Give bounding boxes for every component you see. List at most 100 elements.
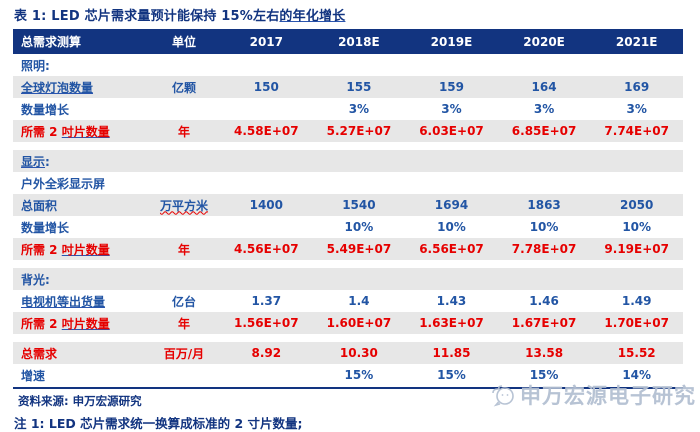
backlight-section-value-2019e [405, 268, 498, 290]
lighting-qty-growth-value-2019e: 3% [405, 98, 498, 120]
total-demand-value-2017: 8.92 [220, 342, 313, 364]
total-area-value-2017: 1400 [220, 194, 313, 216]
outdoor-fullcolor-screens-value-2019e [405, 172, 498, 194]
column-header-2017: 2017 [220, 29, 313, 54]
display-qty-growth-value-2021e: 10% [590, 216, 683, 238]
led-demand-table: 总需求测算 单位 2017 2018E 2019E 2020E 2021E 照明: 全球灯泡数… [13, 29, 683, 386]
table-row-lighting-wafers-needed: 所需 2 吋片数量年 4.58E+07 5.27E+07 6.03E+07 6.85E+… [13, 120, 683, 142]
total-demand-value-2018e: 10.30 [312, 342, 406, 364]
global-bulb-count-value-2018e: 155 [312, 76, 406, 98]
tv-shipments-value-2017: 1.37 [220, 290, 313, 312]
section-gap [13, 260, 683, 268]
table-row-total-demand: 总需求 百万/月 8.92 10.30 11.85 13.58 15.52 [13, 342, 683, 364]
table-row-display-qty-growth: 数量增长 10% 10% 10% 10% [13, 216, 683, 238]
tv-shipments-value-2020e: 1.46 [497, 290, 591, 312]
total-demand-value-2020e: 13.58 [497, 342, 591, 364]
tv-shipments-label: 电视机等出货量 [13, 290, 148, 312]
display-wafers-needed-value-2017: 4.56E+07 [220, 238, 313, 260]
display-wafers-needed-unit: 年 [148, 238, 220, 260]
column-header-metric: 总需求测算 [13, 29, 148, 54]
outdoor-fullcolor-screens-value-2018e [312, 172, 406, 194]
table-header-row: 总需求测算 单位 2017 2018E 2019E 2020E 2021E [13, 29, 683, 54]
display-wafers-needed-label: 所需 2 吋片数量 [13, 238, 148, 260]
lighting-section-value-2017 [220, 54, 313, 76]
backlight-section-unit [148, 268, 220, 290]
display-wafers-needed-value-2021e: 9.19E+07 [590, 238, 683, 260]
table-row-lighting-qty-growth: 数量增长 3% 3% 3% 3% [13, 98, 683, 120]
backlight-section-value-2021e [590, 268, 683, 290]
table-row-global-bulb-count: 全球灯泡数量 亿颗 150 155 159 164 169 [13, 76, 683, 98]
total-demand-value-2019e: 11.85 [405, 342, 498, 364]
lighting-wafers-needed-value-2020e: 6.85E+07 [497, 120, 591, 142]
display-qty-growth-value-2020e: 10% [497, 216, 591, 238]
global-bulb-count-value-2021e: 169 [590, 76, 683, 98]
column-header-2020e: 2020E [497, 29, 591, 54]
table-row-outdoor-fullcolor-screens: 户外全彩显示屏 [13, 172, 683, 194]
lighting-section-value-2020e [497, 54, 591, 76]
display-qty-growth-value-2019e: 10% [405, 216, 498, 238]
table-row-backlight-section: 背光: [13, 268, 683, 290]
lighting-qty-growth-value-2021e: 3% [590, 98, 683, 120]
lighting-qty-growth-value-2020e: 3% [497, 98, 591, 120]
display-section-value-2018e [312, 150, 406, 172]
lighting-qty-growth-unit [148, 98, 220, 120]
footer-divider [13, 387, 683, 389]
lighting-wafers-needed-value-2021e: 7.74E+07 [590, 120, 683, 142]
tv-shipments-value-2019e: 1.43 [405, 290, 498, 312]
lighting-section-unit [148, 54, 220, 76]
backlight-wafers-needed-label: 所需 2 吋片数量 [13, 312, 148, 334]
lighting-section-value-2018e [312, 54, 406, 76]
total-area-value-2019e: 1694 [405, 194, 498, 216]
backlight-wafers-needed-value-2017: 1.56E+07 [220, 312, 313, 334]
growth-rate-value-2020e: 15% [497, 364, 591, 386]
data-source-line: 资料来源: 申万宏源研究 [18, 394, 142, 408]
global-bulb-count-label: 全球灯泡数量 [13, 76, 148, 98]
table-row-lighting-section: 照明: [13, 54, 683, 76]
display-section-label: 显示: [13, 150, 148, 172]
section-gap [13, 142, 683, 150]
display-wafers-needed-value-2018e: 5.49E+07 [312, 238, 406, 260]
total-demand-unit: 百万/月 [148, 342, 220, 364]
lighting-section-value-2021e [590, 54, 683, 76]
growth-rate-unit [148, 364, 220, 386]
backlight-section-label: 背光: [13, 268, 148, 290]
backlight-wafers-needed-value-2020e: 1.67E+07 [497, 312, 591, 334]
backlight-wafers-needed-value-2018e: 1.60E+07 [312, 312, 406, 334]
table-row-display-section: 显示: [13, 150, 683, 172]
table-row-tv-shipments: 电视机等出货量 亿台 1.37 1.4 1.43 1.46 1.49 [13, 290, 683, 312]
global-bulb-count-value-2020e: 164 [497, 76, 591, 98]
backlight-wafers-needed-value-2019e: 1.63E+07 [405, 312, 498, 334]
lighting-wafers-needed-value-2017: 4.58E+07 [220, 120, 313, 142]
display-qty-growth-label: 数量增长 [13, 216, 148, 238]
outdoor-fullcolor-screens-value-2017 [220, 172, 313, 194]
display-qty-growth-unit [148, 216, 220, 238]
total-area-label: 总面积 [13, 194, 148, 216]
total-area-value-2021e: 2050 [590, 194, 683, 216]
backlight-wafers-needed-value-2021e: 1.70E+07 [590, 312, 683, 334]
table-row-backlight-wafers-needed: 所需 2 吋片数量年 1.56E+07 1.60E+07 1.63E+07 1.67E+… [13, 312, 683, 334]
table-title: 表 1: LED 芯片需求量预计能保持 15%左右的年化增长 [14, 9, 346, 24]
backlight-wafers-needed-unit: 年 [148, 312, 220, 334]
global-bulb-count-value-2019e: 159 [405, 76, 498, 98]
table-row-growth-rate: 增速 15% 15% 15% 14% [13, 364, 683, 386]
backlight-section-value-2017 [220, 268, 313, 290]
column-header-2021e: 2021E [590, 29, 683, 54]
tv-shipments-value-2018e: 1.4 [312, 290, 406, 312]
footnote-line: 注 1: LED 芯片需求统一换算成标准的 2 寸片数量; [14, 416, 303, 431]
total-area-value-2020e: 1863 [497, 194, 591, 216]
table-row-total-area: 总面积 万平方米 1400 1540 1694 1863 2050 [13, 194, 683, 216]
lighting-wafers-needed-unit: 年 [148, 120, 220, 142]
growth-rate-label: 增速 [13, 364, 148, 386]
growth-rate-value-2021e: 14% [590, 364, 683, 386]
lighting-qty-growth-label: 数量增长 [13, 98, 148, 120]
lighting-wafers-needed-label: 所需 2 吋片数量 [13, 120, 148, 142]
backlight-section-value-2020e [497, 268, 591, 290]
growth-rate-value-2019e: 15% [405, 364, 498, 386]
total-demand-value-2021e: 15.52 [590, 342, 683, 364]
section-gap-row [13, 334, 683, 342]
section-gap [13, 334, 683, 342]
tv-shipments-value-2021e: 1.49 [590, 290, 683, 312]
lighting-wafers-needed-value-2019e: 6.03E+07 [405, 120, 498, 142]
display-qty-growth-value-2018e: 10% [312, 216, 406, 238]
growth-rate-value-2017 [220, 364, 313, 386]
